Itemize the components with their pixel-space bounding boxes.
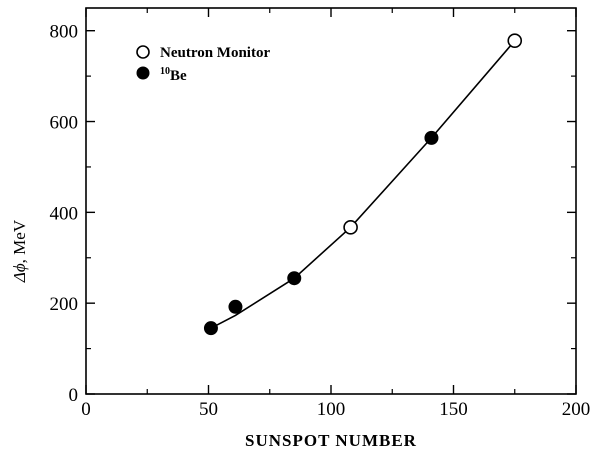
legend-be-text: Be [170,68,187,84]
neutron-monitor-point [507,33,523,48]
axis-ticks [85,8,577,395]
legend-be-label: 10Be [160,66,187,84]
be10-point [203,321,218,336]
y-axis-unit: , MeV [10,219,29,263]
x-tick-label: 0 [81,399,91,420]
fit-line [210,40,516,329]
y-axis-title: Δϕ, MeV [10,219,29,283]
legend: Neutron Monitor 10Be [136,45,270,84]
y-tick-label: 200 [50,294,79,315]
x-tick-label: 50 [199,399,218,420]
tick-labels: 0 50 100 150 200 0 200 400 600 800 [50,22,591,420]
legend-neutron-marker [136,45,150,59]
be10-point [424,130,439,145]
x-tick-label: 100 [317,399,346,420]
y-tick-label: 800 [50,22,79,43]
data-points [203,33,523,336]
y-tick-label: 600 [50,113,79,134]
legend-be-superscript: 10 [160,66,170,77]
y-tick-label: 0 [69,385,79,406]
legend-neutron-label: Neutron Monitor [160,45,270,61]
x-axis-title: SUNSPOT NUMBER [245,431,417,450]
be10-point [228,299,243,314]
neutron-monitor-point [343,220,358,235]
x-tick-label: 200 [562,399,591,420]
be10-point [287,271,302,286]
y-axis-symbol: Δϕ [10,263,29,283]
legend-be-marker [136,66,150,80]
y-tick-label: 400 [50,203,79,224]
x-tick-label: 150 [439,399,468,420]
